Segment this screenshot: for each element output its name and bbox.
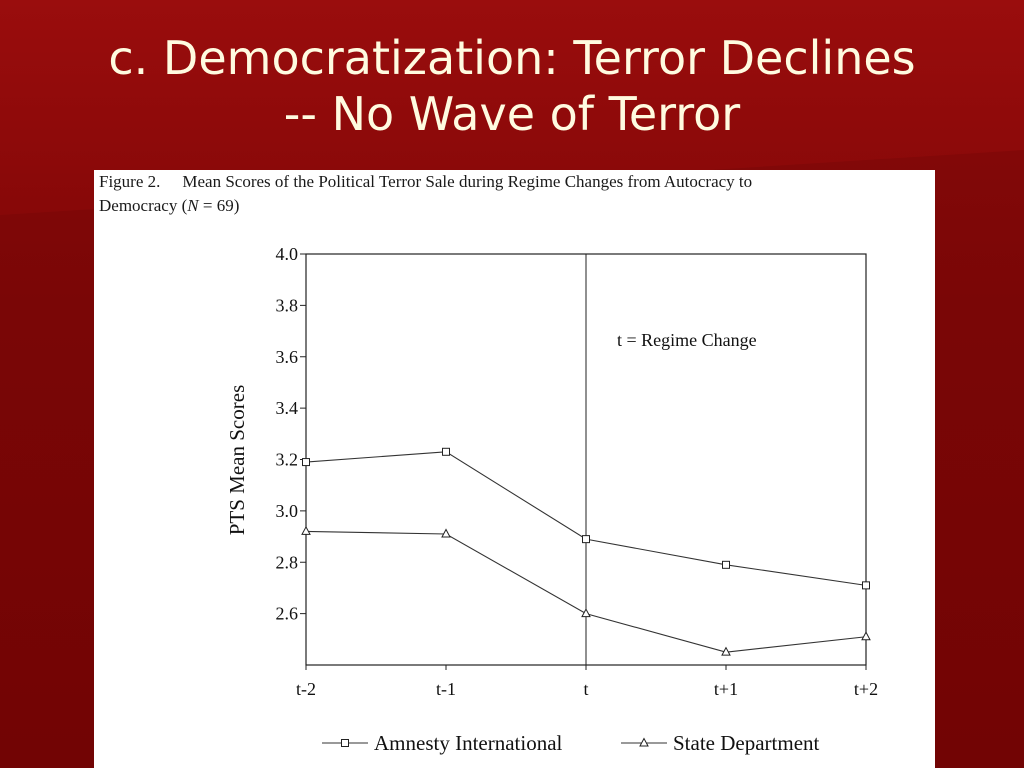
- y-tick-label: 4.0: [276, 244, 299, 264]
- slide-title-line-1: c. Democratization: Terror Declines: [108, 31, 916, 85]
- caption-n: N: [187, 196, 199, 215]
- x-tick-label: t-2: [296, 679, 316, 699]
- y-tick-label: 3.4: [276, 398, 299, 418]
- x-tick-label: t-1: [436, 679, 456, 699]
- legend-state-dept-label: State Department: [673, 731, 820, 755]
- y-tick-label: 3.0: [276, 501, 299, 521]
- y-tick-label: 3.2: [276, 450, 299, 470]
- y-tick-label: 2.6: [276, 604, 299, 624]
- x-tick-label: t+1: [714, 679, 738, 699]
- caption-line-2-post: = 69): [198, 196, 240, 215]
- y-tick-label: 3.6: [276, 347, 299, 367]
- figure-panel: Figure 2. Mean Scores of the Political Te…: [94, 170, 935, 768]
- y-tick-label: 3.8: [276, 295, 299, 315]
- caption-line-2-pre: Democracy (: [99, 196, 188, 215]
- state-dept-point: [861, 631, 871, 641]
- x-axis-ticks: t-2 t-1 t t+1 t+2: [296, 665, 878, 699]
- state-dept-point: [301, 525, 311, 535]
- amnesty-point: [302, 458, 310, 467]
- amnesty-point: [582, 535, 590, 544]
- figure-caption: Figure 2. Mean Scores of the Political Te…: [99, 170, 934, 218]
- amnesty-point: [862, 581, 870, 590]
- state-dept-point: [721, 646, 731, 656]
- x-tick-label: t+2: [854, 679, 878, 699]
- chart-series: [301, 447, 871, 656]
- state-dept-point: [441, 528, 451, 538]
- y-axis-ticks: 4.0 3.8 3.6 3.4 3.2 3.0 2.8 2.6: [276, 244, 306, 624]
- chart-legend: Amnesty International State Department: [322, 731, 820, 755]
- y-axis-label: PTS Mean Scores: [225, 385, 249, 536]
- amnesty-point: [442, 447, 450, 456]
- legend-amnesty-label: Amnesty International: [374, 731, 563, 755]
- state-dept-point: [581, 608, 591, 618]
- legend-swatch-marker: [639, 737, 649, 747]
- pts-line-chart: 4.0 3.8 3.6 3.4 3.2 3.0 2.8 2.6 t-2 t-1 t t+1 t+2 t…: [225, 244, 878, 755]
- x-tick-label: t: [583, 679, 588, 699]
- slide-title: c. Democratization: Terror Declines -- N…: [0, 30, 1024, 142]
- slide-title-line-2: -- No Wave of Terror: [283, 87, 741, 141]
- y-tick-label: 2.8: [276, 552, 299, 572]
- amnesty-point: [722, 560, 730, 569]
- regime-change-annotation: t = Regime Change: [617, 330, 757, 350]
- figure-label: Figure 2.: [99, 172, 161, 191]
- caption-line-1: Mean Scores of the Political Terror Sale…: [182, 172, 753, 191]
- legend-swatch-marker: [341, 739, 349, 747]
